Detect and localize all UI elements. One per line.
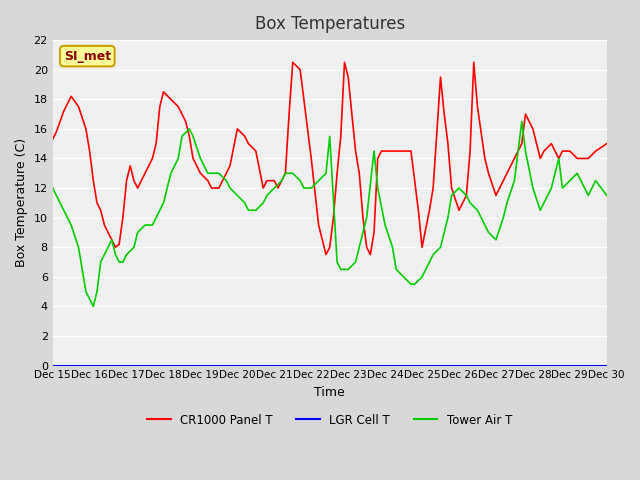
Legend: CR1000 Panel T, LGR Cell T, Tower Air T: CR1000 Panel T, LGR Cell T, Tower Air T bbox=[143, 409, 517, 432]
Tower Air T bbox=[271, 185, 278, 191]
Tower Air T bbox=[90, 303, 97, 309]
CR1000 Panel T bbox=[322, 252, 330, 257]
CR1000 Panel T bbox=[49, 136, 56, 142]
Tower Air T bbox=[108, 237, 116, 243]
Tower Air T bbox=[333, 259, 341, 265]
Tower Air T bbox=[186, 126, 193, 132]
CR1000 Panel T bbox=[603, 141, 611, 146]
CR1000 Panel T bbox=[584, 156, 592, 161]
CR1000 Panel T bbox=[296, 67, 304, 72]
Text: SI_met: SI_met bbox=[64, 49, 111, 62]
CR1000 Panel T bbox=[289, 60, 296, 65]
Title: Box Temperatures: Box Temperatures bbox=[255, 15, 405, 33]
X-axis label: Time: Time bbox=[314, 386, 345, 399]
Tower Air T bbox=[315, 178, 323, 183]
CR1000 Panel T bbox=[355, 170, 363, 176]
CR1000 Panel T bbox=[152, 141, 160, 146]
Tower Air T bbox=[518, 119, 525, 124]
Tower Air T bbox=[559, 185, 566, 191]
CR1000 Panel T bbox=[167, 96, 175, 102]
CR1000 Panel T bbox=[241, 133, 248, 139]
Line: CR1000 Panel T: CR1000 Panel T bbox=[52, 62, 607, 254]
Y-axis label: Box Temperature (C): Box Temperature (C) bbox=[15, 138, 28, 267]
Line: Tower Air T: Tower Air T bbox=[52, 121, 607, 306]
Tower Air T bbox=[49, 185, 56, 191]
Tower Air T bbox=[603, 192, 611, 198]
